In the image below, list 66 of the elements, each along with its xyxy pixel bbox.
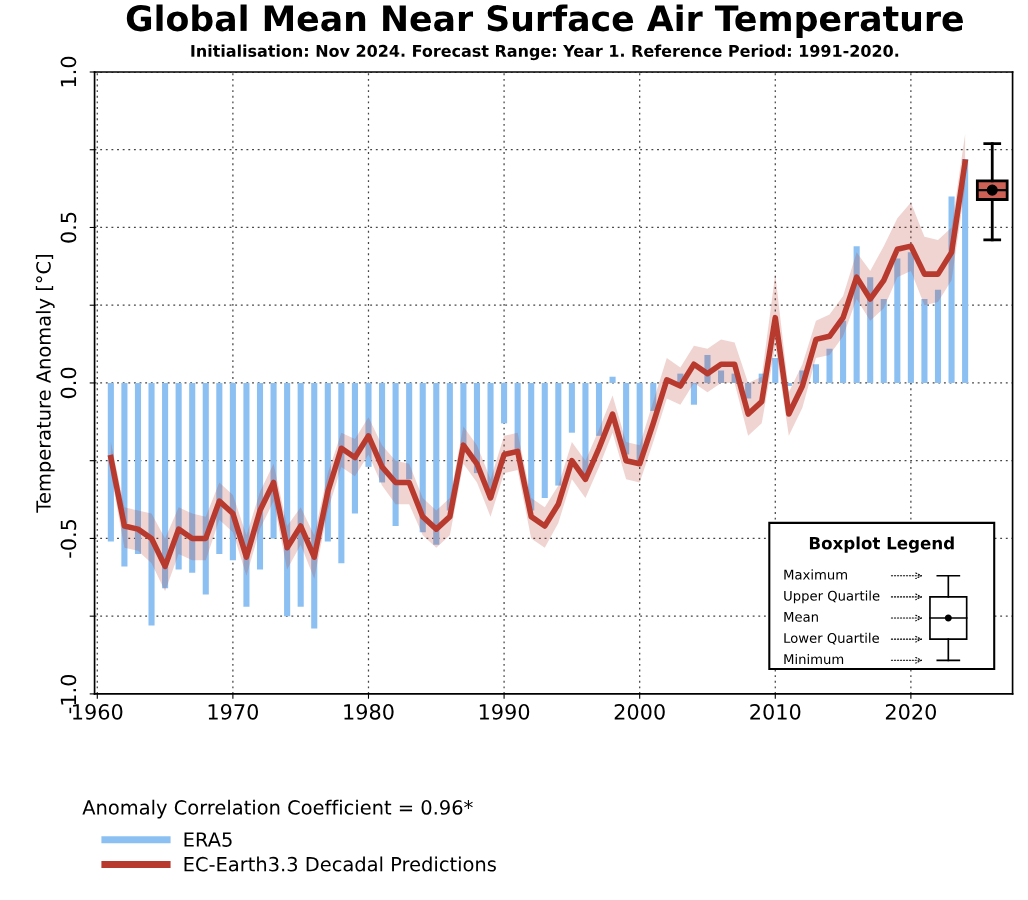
- bar: [853, 246, 860, 383]
- bar: [189, 382, 196, 573]
- bar: [650, 382, 657, 411]
- bar: [595, 382, 603, 436]
- legend-label: EC-Earth3.3 Decadal Predictions: [184, 856, 496, 872]
- annotation: Minimum: [784, 653, 844, 665]
- bar: [826, 348, 833, 383]
- bar: [148, 382, 155, 626]
- annotation: Boxplot Legend: [809, 536, 954, 553]
- bar: [162, 382, 169, 589]
- bar: [934, 289, 942, 383]
- bar: [609, 376, 616, 383]
- bar: [514, 382, 521, 452]
- bar: [880, 298, 887, 383]
- y-tick-label: 0.5: [60, 212, 77, 243]
- bar: [392, 382, 399, 526]
- bar: [243, 382, 250, 607]
- bar: [568, 382, 575, 433]
- text: Anomaly Correlation Coefficient = 0.96*: [82, 799, 473, 819]
- bar: [216, 382, 223, 554]
- bar: [284, 382, 291, 617]
- bar: [446, 382, 453, 511]
- bar: [134, 382, 142, 554]
- annotation: Upper Quartile: [784, 590, 880, 604]
- bar: [433, 382, 440, 545]
- bar: [867, 277, 874, 383]
- bar: [528, 382, 535, 511]
- bar: [311, 382, 318, 629]
- bar: [894, 258, 901, 383]
- bar: [202, 382, 209, 595]
- y-tick-label: 1.0: [60, 56, 77, 87]
- bar: [921, 298, 928, 383]
- bar: [419, 382, 426, 533]
- bar: [175, 382, 182, 570]
- chart-title: Global Mean Near Surface Air Temperature: [126, 4, 963, 39]
- bar: [229, 382, 236, 561]
- x-tick-label: 2020: [885, 703, 937, 720]
- y-tick-label: -0.5: [60, 519, 77, 558]
- y-axis-title: Temperature Anomaly [°C]: [35, 254, 55, 513]
- bar: [351, 382, 358, 514]
- bar: [690, 382, 697, 405]
- legend-label: ERA5: [184, 832, 232, 847]
- bar: [772, 358, 779, 383]
- x-tick-label: 1980: [344, 703, 394, 720]
- bar: [460, 382, 467, 446]
- annotation: Maximum: [784, 569, 847, 580]
- chart-subtitle: Initialisation: Nov 2024. Forecast Range: Year 1. Reference Period: 1991-2020.: [191, 44, 899, 61]
- bar: [555, 382, 562, 486]
- x-tick-label: 1970: [208, 703, 259, 720]
- bar: [406, 382, 413, 480]
- x-tick-label: 2010: [750, 703, 801, 720]
- bar: [717, 370, 725, 383]
- bar: [623, 382, 630, 455]
- bar: [907, 252, 914, 383]
- bar: [541, 382, 548, 498]
- y-tick-label: 0.0: [60, 367, 77, 399]
- bar: [338, 382, 345, 564]
- bar: [297, 382, 304, 607]
- bar: [256, 382, 264, 570]
- x-tick-label: 1990: [479, 703, 530, 720]
- annotation: Mean: [784, 612, 818, 622]
- bar: [840, 320, 847, 383]
- bar: [501, 382, 508, 424]
- annotation: Lower Quartile: [784, 632, 879, 645]
- bar: [812, 364, 820, 383]
- x-tick-label: 2000: [614, 703, 665, 720]
